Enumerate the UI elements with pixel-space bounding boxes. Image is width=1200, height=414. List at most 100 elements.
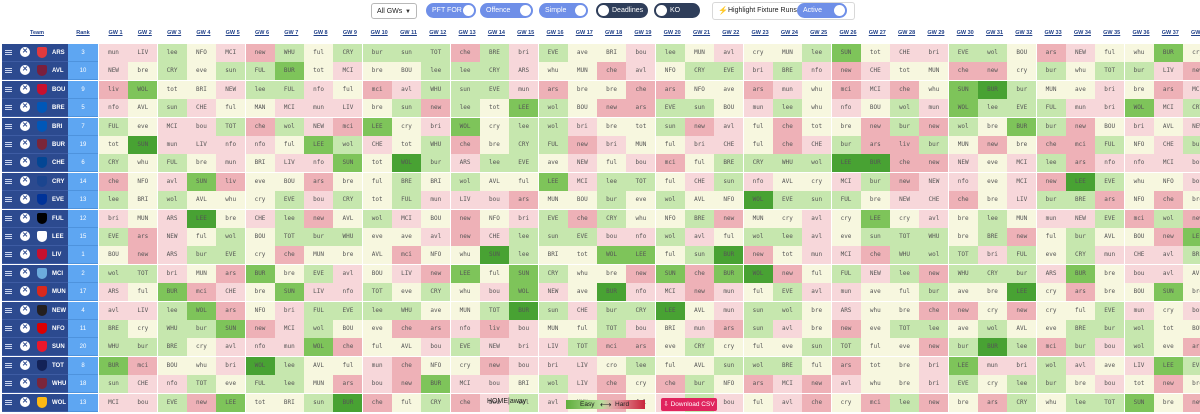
fixture-cell[interactable]: bre <box>567 80 597 99</box>
fixture-cell[interactable]: BOU <box>274 172 304 191</box>
fixture-cell[interactable]: eve <box>626 191 656 210</box>
fixture-cell[interactable]: eve <box>978 172 1007 191</box>
fixture-cell[interactable]: wol <box>216 228 246 246</box>
fixture-cell[interactable]: bur <box>597 191 627 210</box>
fixture-cell[interactable]: BUR <box>1153 44 1183 62</box>
fixture-cell[interactable]: TOT <box>1095 393 1125 412</box>
fixture-cell[interactable]: mun <box>304 99 334 118</box>
fixture-cell[interactable]: EVE <box>450 338 480 357</box>
fixture-cell[interactable]: sun <box>743 301 773 320</box>
fixture-cell[interactable]: ful <box>509 172 539 191</box>
fixture-cell[interactable]: ful <box>274 136 304 154</box>
fixture-cell[interactable]: sun <box>685 246 714 265</box>
fixture-cell[interactable]: NEW <box>304 117 334 136</box>
fixture-cell[interactable]: wol <box>362 209 392 228</box>
gw-column-header[interactable]: GW 4 <box>196 30 211 36</box>
fixture-cell[interactable]: bri <box>274 301 304 320</box>
remove-team-icon[interactable]: ✕ <box>20 83 30 94</box>
fixture-cell[interactable]: new <box>186 393 216 412</box>
fixture-cell[interactable]: LIV <box>538 338 568 357</box>
fixture-cell[interactable]: CRY <box>421 283 451 302</box>
fixture-cell[interactable]: bre <box>362 99 392 118</box>
fixture-cell[interactable]: MUN <box>538 191 568 210</box>
fixture-cell[interactable]: CHE <box>1124 246 1154 265</box>
fixture-cell[interactable]: bou <box>304 191 334 210</box>
fixture-cell[interactable]: wol <box>538 117 568 136</box>
fixture-cell[interactable]: new <box>128 246 158 265</box>
fixture-cell[interactable]: bur <box>1036 191 1066 210</box>
fixture-cell[interactable]: bur <box>1065 338 1095 357</box>
fixture-cell[interactable]: new <box>1036 172 1066 191</box>
fixture-cell[interactable]: WHU <box>333 228 363 246</box>
fixture-cell[interactable]: BUR <box>714 246 744 265</box>
fixture-cell[interactable]: ful <box>655 172 685 191</box>
fixture-cell[interactable]: mci <box>1036 338 1066 357</box>
fixture-cell[interactable]: SUN <box>1153 283 1183 302</box>
gw-column-header[interactable]: GW 35 <box>1103 30 1121 36</box>
fixture-cell[interactable]: new <box>919 393 949 412</box>
fixture-cell[interactable]: cry <box>245 191 275 210</box>
fixture-cell[interactable]: eve <box>216 375 246 394</box>
drag-handle-icon[interactable] <box>5 123 12 130</box>
fixture-cell[interactable]: AVL <box>304 356 334 375</box>
fixture-cell[interactable]: tot <box>860 44 890 62</box>
fixture-cell[interactable]: bri <box>978 246 1007 265</box>
fixture-cell[interactable]: tot <box>772 246 802 265</box>
fixture-cell[interactable]: ave <box>1095 356 1125 375</box>
fixture-cell[interactable]: mci <box>1065 136 1095 154</box>
fixture-cell[interactable]: NFO <box>1124 191 1154 210</box>
fixture-cell[interactable]: AVL <box>186 191 216 210</box>
drag-handle-icon[interactable] <box>5 326 12 332</box>
fixture-cell[interactable]: bur <box>1007 264 1037 283</box>
fixture-cell[interactable]: ARS <box>157 246 187 265</box>
fixture-cell[interactable]: LIV <box>304 283 334 302</box>
fixture-cell[interactable]: che <box>890 154 920 173</box>
fixture-cell[interactable]: BUR <box>245 264 275 283</box>
fixture-cell[interactable]: LEE <box>655 301 685 320</box>
fixture-cell[interactable]: new <box>978 136 1007 154</box>
fixture-cell[interactable]: nfo <box>1124 154 1154 173</box>
fixture-cell[interactable]: MCI <box>333 62 363 81</box>
fixture-cell[interactable]: EVE <box>772 283 802 302</box>
fixture-cell[interactable]: EVE <box>948 44 978 62</box>
fixture-cell[interactable]: ars <box>216 264 246 283</box>
fixture-cell[interactable]: whu <box>802 99 832 118</box>
fixture-cell[interactable]: NFO <box>245 301 275 320</box>
fixture-cell[interactable]: cry <box>743 44 773 62</box>
gw-column-header[interactable]: GW 21 <box>692 30 711 36</box>
fixture-cell[interactable]: avl <box>714 117 744 136</box>
fixture-cell[interactable]: avl <box>538 393 568 412</box>
fixture-cell[interactable]: bri <box>1095 80 1125 99</box>
fixture-cell[interactable]: CRY <box>685 62 714 81</box>
fixture-cell[interactable]: tot <box>1153 320 1183 338</box>
drag-handle-icon[interactable] <box>5 178 12 185</box>
fixture-cell[interactable]: bre <box>1065 375 1095 394</box>
fixture-cell[interactable]: ave <box>392 228 421 246</box>
team-column-header[interactable]: Team <box>30 30 44 36</box>
fixture-cell[interactable]: cry <box>245 246 275 265</box>
gw-column-header[interactable]: GW 22 <box>722 30 740 36</box>
gw-column-header[interactable]: GW 33 <box>1044 30 1062 36</box>
fixture-cell[interactable]: BRE <box>1183 246 1200 265</box>
fixture-cell[interactable]: SUN <box>128 136 158 154</box>
fixture-cell[interactable]: LEE <box>860 209 890 228</box>
fixture-cell[interactable]: wol <box>509 393 539 412</box>
fixture-cell[interactable]: mci <box>186 283 216 302</box>
fixture-cell[interactable]: TOT <box>216 117 246 136</box>
fixture-cell[interactable]: bur <box>919 136 949 154</box>
fixture-cell[interactable]: nfo <box>1095 154 1125 173</box>
fixture-cell[interactable]: avl <box>772 320 802 338</box>
fixture-cell[interactable]: LEE <box>538 172 568 191</box>
fixture-cell[interactable]: bur <box>1036 117 1066 136</box>
fixture-cell[interactable]: BUR <box>1065 264 1095 283</box>
fixture-cell[interactable]: lee <box>274 356 304 375</box>
fixture-cell[interactable]: bur <box>362 44 392 62</box>
fixture-cell[interactable]: ars <box>216 301 246 320</box>
fixture-cell[interactable]: bri <box>743 62 773 81</box>
fixture-cell[interactable]: LEE <box>509 99 539 118</box>
gameweek-select[interactable]: All GWs ▼ <box>371 3 417 19</box>
fixture-cell[interactable]: tot <box>802 117 832 136</box>
remove-team-icon[interactable]: ✕ <box>20 249 30 260</box>
fixture-cell[interactable]: BRI <box>421 172 451 191</box>
fixture-cell[interactable]: ave <box>567 44 597 62</box>
